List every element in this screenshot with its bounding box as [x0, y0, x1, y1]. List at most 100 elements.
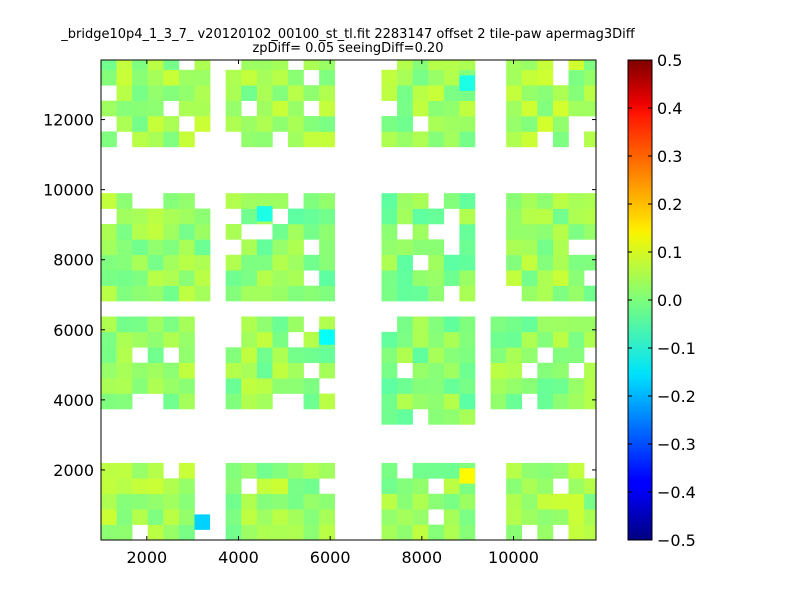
heatmap-cell	[506, 116, 523, 132]
heatmap-cell	[288, 69, 304, 86]
heatmap-cell	[412, 239, 429, 256]
heatmap-cell	[101, 270, 117, 286]
heatmap-cell	[443, 393, 460, 410]
colorbar-tick-label: 0.4	[657, 99, 682, 118]
heatmap-cell	[178, 316, 195, 333]
heatmap-cell	[147, 347, 164, 364]
heatmap-cell	[272, 331, 289, 348]
heatmap-cell	[241, 131, 258, 148]
heatmap-cell	[443, 131, 460, 148]
heatmap-cell	[303, 331, 320, 348]
heatmap-cell	[272, 493, 289, 510]
heatmap-cell	[506, 362, 523, 379]
heatmap-cell	[584, 60, 596, 71]
heatmap-cell	[272, 347, 289, 364]
heatmap-cell	[288, 270, 304, 286]
heatmap-cell	[552, 85, 569, 101]
heatmap-cell	[147, 331, 164, 348]
heatmap-cell	[397, 316, 413, 333]
heatmap-cell	[568, 347, 585, 364]
heatmap-cell	[397, 193, 413, 209]
heatmap-cell	[163, 239, 180, 256]
heatmap-cell	[443, 493, 460, 510]
heatmap-cell	[272, 316, 289, 333]
heatmap-cell	[319, 270, 336, 286]
heatmap-cell	[381, 239, 398, 256]
heatmap-cell	[397, 270, 413, 286]
heatmap-cell	[256, 478, 273, 495]
heatmap-cell	[521, 378, 538, 394]
heatmap-cell	[506, 331, 523, 348]
heatmap-cell	[428, 69, 445, 86]
heatmap-cell	[256, 362, 273, 379]
colorbar-tick-label: −0.4	[657, 483, 696, 502]
heatmap-cell	[521, 478, 538, 495]
heatmap-cell	[132, 254, 149, 271]
heatmap-cell	[163, 116, 180, 132]
heatmap-cell	[288, 378, 304, 394]
heatmap-cell	[147, 462, 164, 479]
heatmap-cell-highlight	[319, 329, 335, 345]
heatmap-cell	[256, 193, 273, 209]
heatmap-cell	[116, 524, 133, 540]
heatmap-cell	[194, 60, 211, 71]
heatmap-cell	[178, 362, 195, 379]
heatmap-cell	[397, 85, 413, 101]
heatmap-cell	[303, 393, 320, 410]
heatmap-cell	[397, 478, 413, 495]
heatmap-cell	[584, 331, 596, 348]
heatmap-cell	[147, 223, 164, 240]
heatmap-cell	[521, 208, 538, 225]
heatmap-cell	[116, 462, 133, 479]
heatmap-cell	[225, 116, 242, 132]
heatmap-cell	[241, 116, 258, 132]
heatmap-cell	[490, 393, 507, 410]
heatmap-cell	[537, 478, 554, 495]
heatmap-cell-highlight	[459, 75, 475, 91]
heatmap-cell	[288, 100, 304, 117]
heatmap-cell	[568, 509, 585, 525]
heatmap-cell	[241, 193, 258, 209]
heatmap-cell	[584, 100, 596, 117]
heatmap-cell	[443, 331, 460, 348]
heatmap-cell	[428, 285, 445, 302]
heatmap-cell	[147, 270, 164, 286]
heatmap-cell	[537, 239, 554, 256]
heatmap-cell	[537, 85, 554, 101]
colorbar-tick-label: −0.5	[657, 531, 696, 550]
heatmap-cell	[428, 316, 445, 333]
heatmap-cell	[272, 524, 289, 540]
heatmap-cell	[428, 270, 445, 286]
heatmap-cell	[303, 85, 320, 101]
heatmap-cell	[397, 524, 413, 540]
heatmap-cell	[101, 378, 117, 394]
heatmap-cell	[303, 478, 320, 495]
heatmap-cell	[506, 85, 523, 101]
heatmap-cell	[178, 239, 195, 256]
y-tick-label: 8000	[53, 251, 94, 270]
heatmap-cell	[537, 393, 554, 410]
heatmap-cell	[412, 393, 429, 410]
heatmap-cell	[428, 493, 445, 510]
colorbar-tick-label: 0.0	[657, 291, 682, 310]
heatmap-cell	[521, 285, 538, 302]
heatmap-cell	[319, 239, 336, 256]
heatmap-cell	[428, 239, 445, 256]
heatmap-cell	[163, 378, 180, 394]
heatmap-cell	[256, 60, 273, 71]
heatmap-cell	[568, 60, 585, 71]
heatmap-cell	[412, 347, 429, 364]
heatmap-cell	[397, 347, 413, 364]
heatmap-cell	[178, 85, 195, 101]
heatmap-cell	[241, 85, 258, 101]
heatmap-cell	[537, 254, 554, 271]
heatmap-cell	[194, 285, 211, 302]
heatmap-cell	[490, 316, 507, 333]
heatmap-cell	[132, 285, 149, 302]
heatmap-cell	[116, 393, 133, 410]
heatmap-cell	[319, 193, 336, 209]
heatmap-cell	[412, 208, 429, 225]
heatmap-cell	[521, 347, 538, 364]
heatmap-cell	[521, 462, 538, 479]
heatmap-cell	[568, 393, 585, 410]
